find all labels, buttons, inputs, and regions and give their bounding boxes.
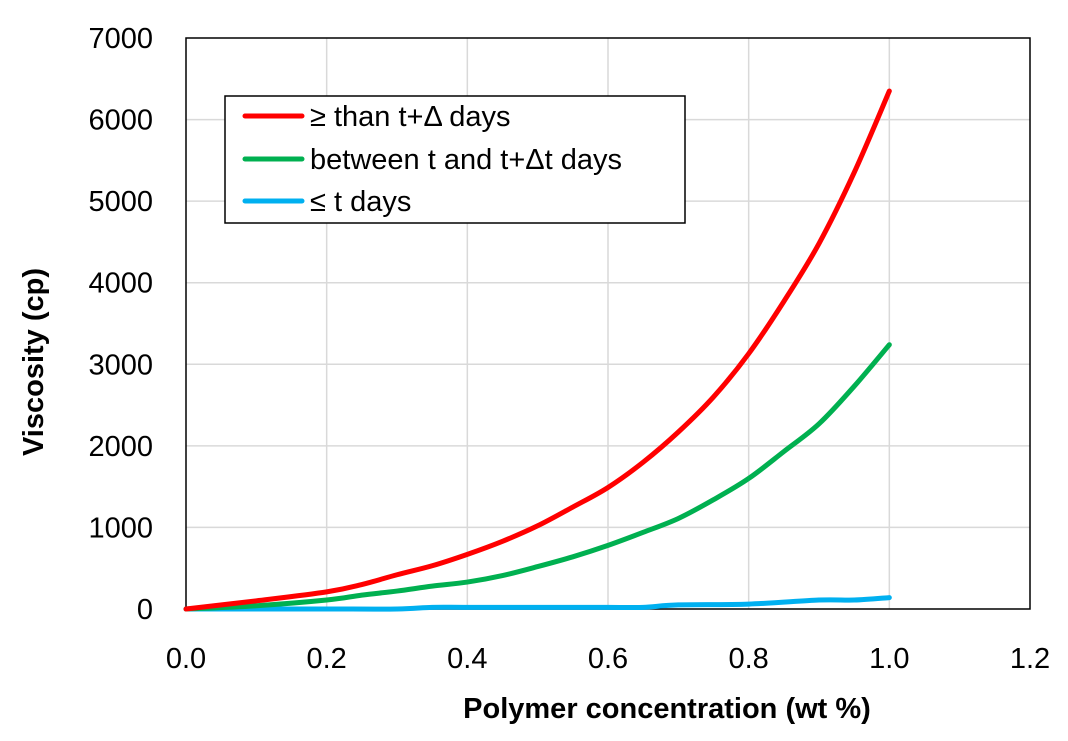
x-tick-label: 0.4	[447, 643, 487, 675]
x-tick-label: 0.2	[307, 643, 347, 675]
x-tick-label: 0.0	[166, 643, 206, 675]
series-line-2	[183, 595, 892, 612]
x-tick-label: 1.0	[869, 643, 909, 675]
series-lines	[183, 88, 892, 612]
tick-labels: 0 1000 2000 3000 4000 5000 6000 7000 0.0 0.2 0.4 0.…	[88, 23, 1050, 675]
x-tick-label: 1.2	[1010, 643, 1050, 675]
legend-label-0: ≥ than t+Δ days	[310, 101, 511, 133]
y-tick-label: 5000	[88, 186, 153, 218]
y-tick-label: 6000	[88, 105, 153, 137]
y-tick-label: 7000	[88, 23, 153, 55]
y-tick-label: 4000	[88, 268, 153, 300]
legend-label-2: ≤ t days	[310, 186, 411, 218]
legend-label-1: between t and t+Δt days	[310, 144, 622, 176]
series-line-1	[183, 342, 892, 612]
series-line-0	[183, 88, 892, 612]
x-tick-label: 0.6	[588, 643, 628, 675]
x-axis-title: Polymer concentration (wt %)	[463, 693, 871, 725]
y-tick-label: 0	[137, 594, 153, 626]
legend: ≥ than t+Δ days between t and t+Δt days ≤ …	[224, 95, 686, 224]
x-tick-label: 0.8	[729, 643, 769, 675]
y-tick-label: 3000	[88, 349, 153, 381]
y-tick-label: 1000	[88, 512, 153, 544]
y-axis-title: Viscosity (cp)	[18, 268, 50, 456]
y-tick-label: 2000	[88, 431, 153, 463]
